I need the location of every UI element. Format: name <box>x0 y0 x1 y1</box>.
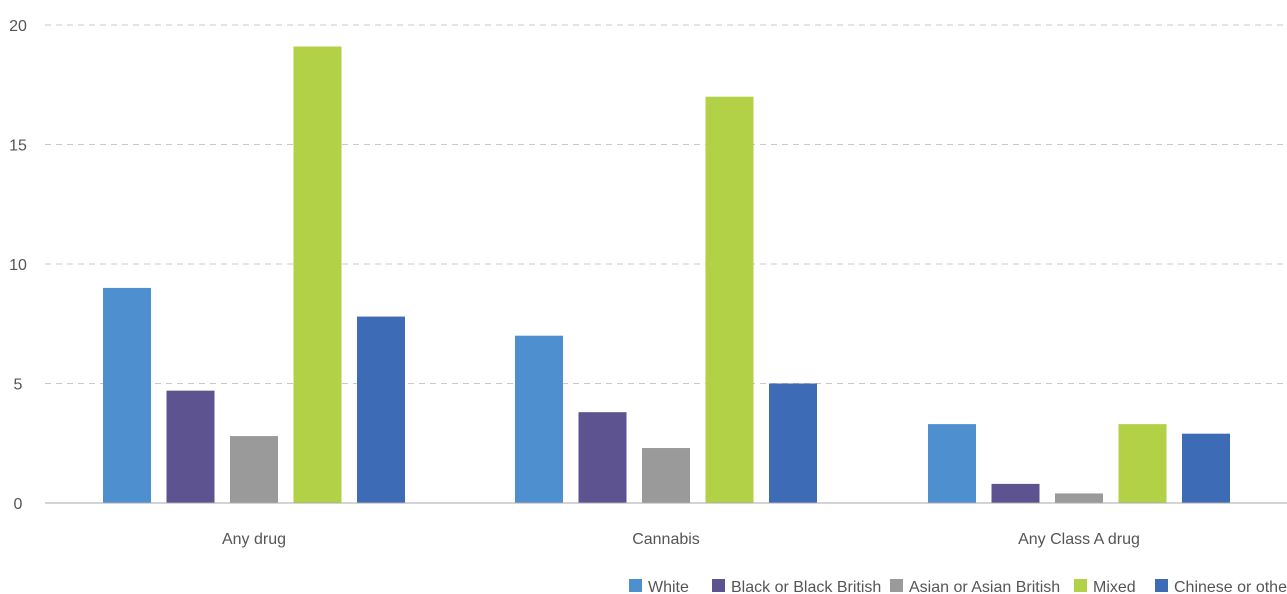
bar-mixed-2 <box>1118 424 1167 503</box>
legend-label: Mixed <box>1093 579 1136 594</box>
bar-mixed-1 <box>705 96 754 503</box>
bar-black-or-black-british-1 <box>578 412 627 503</box>
y-axis-ticks: 0 5 10 15 20 <box>9 18 27 513</box>
bar-mixed-0 <box>293 46 342 503</box>
legend-swatch <box>1155 579 1168 592</box>
x-category-label: Any drug <box>222 531 286 548</box>
bars <box>103 46 1230 503</box>
y-tick-label: 10 <box>9 257 27 274</box>
gridlines <box>45 24 1287 384</box>
bar-chinese-or-other-2 <box>1182 433 1230 503</box>
legend-swatch <box>629 579 642 592</box>
legend-label: Asian or Asian British <box>909 579 1060 594</box>
bar-asian-or-asian-british-2 <box>1055 493 1103 503</box>
y-tick-label: 0 <box>14 496 23 513</box>
legend: White Black or Black British Asian or Asia… <box>629 579 1287 594</box>
bar-asian-or-asian-british-0 <box>230 436 278 503</box>
bar-white-0 <box>103 287 151 503</box>
bar-chinese-or-other-1 <box>769 383 817 503</box>
bar-black-or-black-british-0 <box>166 390 215 503</box>
y-tick-label: 20 <box>9 18 27 35</box>
legend-label: White <box>648 579 689 594</box>
y-tick-label: 15 <box>9 138 27 155</box>
y-tick-label: 5 <box>14 377 23 394</box>
bar-asian-or-asian-british-1 <box>642 448 690 503</box>
bar-chinese-or-other-0 <box>357 316 405 503</box>
bar-black-or-black-british-2 <box>991 483 1040 503</box>
legend-swatch <box>712 579 725 592</box>
legend-swatch <box>890 579 903 592</box>
x-category-label: Any Class A drug <box>1018 531 1140 548</box>
legend-label: Chinese or other <box>1174 579 1287 594</box>
bar-white-1 <box>515 335 563 503</box>
legend-label: Black or Black British <box>731 579 881 594</box>
x-axis-labels: Any drug Cannabis Any Class A drug <box>222 531 1140 548</box>
bar-white-2 <box>928 424 976 503</box>
x-category-label: Cannabis <box>632 531 700 548</box>
legend-swatch <box>1074 579 1087 592</box>
